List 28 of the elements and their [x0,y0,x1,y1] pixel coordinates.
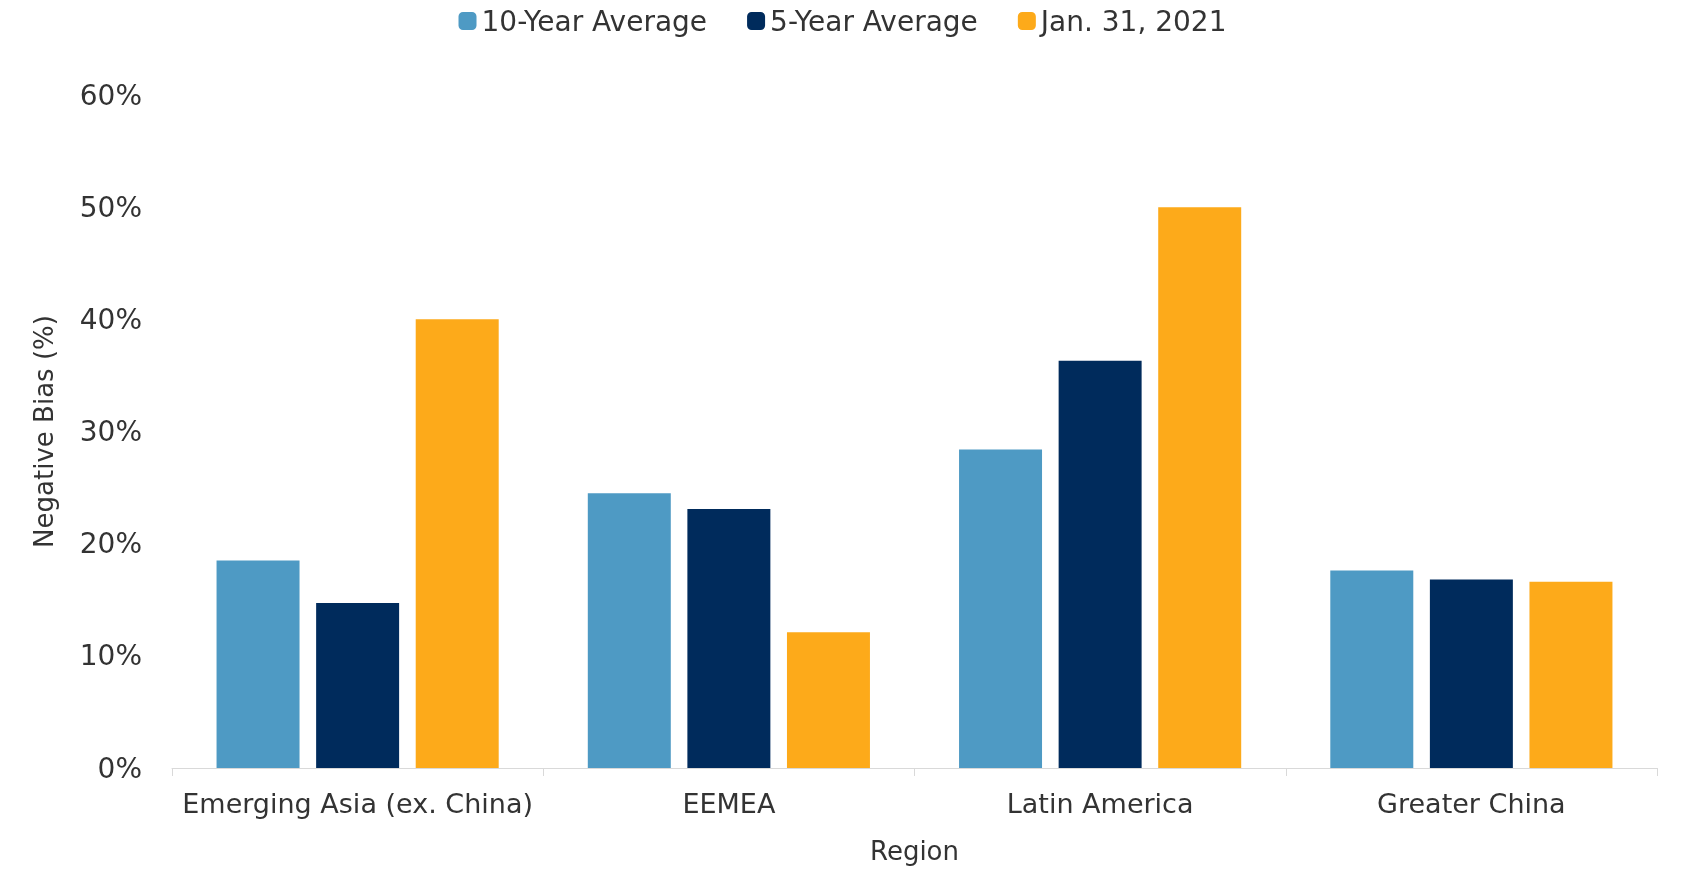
x-tick-label: EEMEA [682,788,776,819]
bar [786,632,870,768]
bar [415,319,499,768]
bar [1529,581,1613,768]
bar [687,508,771,768]
x-tick-label: Greater China [1377,788,1566,819]
x-tick-label: Latin America [1006,788,1194,819]
y-tick-label: 50% [79,190,142,224]
bar [587,493,671,768]
x-axis-title: Region [869,836,960,866]
bar [1429,579,1513,768]
bar [216,560,300,768]
y-tick-label: 30% [79,415,142,448]
y-tick-label: 0% [97,751,142,785]
y-axis-title: Negative Bias (%) [29,315,59,548]
bar [1330,570,1414,768]
legend-label: Jan. 31, 2021 [1038,4,1227,38]
bar [1158,207,1242,768]
bar [1058,360,1142,768]
y-tick-label: 20% [79,527,142,561]
legend-label: 5-Year Average [770,4,978,38]
bar [316,603,400,768]
bar [959,449,1043,768]
y-tick-label: 10% [79,639,142,673]
x-tick-label: Emerging Asia (ex. China) [182,788,533,819]
y-tick-label: 60% [79,78,142,112]
legend-label: 10-Year Average [481,4,708,38]
y-tick-label: 40% [79,302,142,336]
